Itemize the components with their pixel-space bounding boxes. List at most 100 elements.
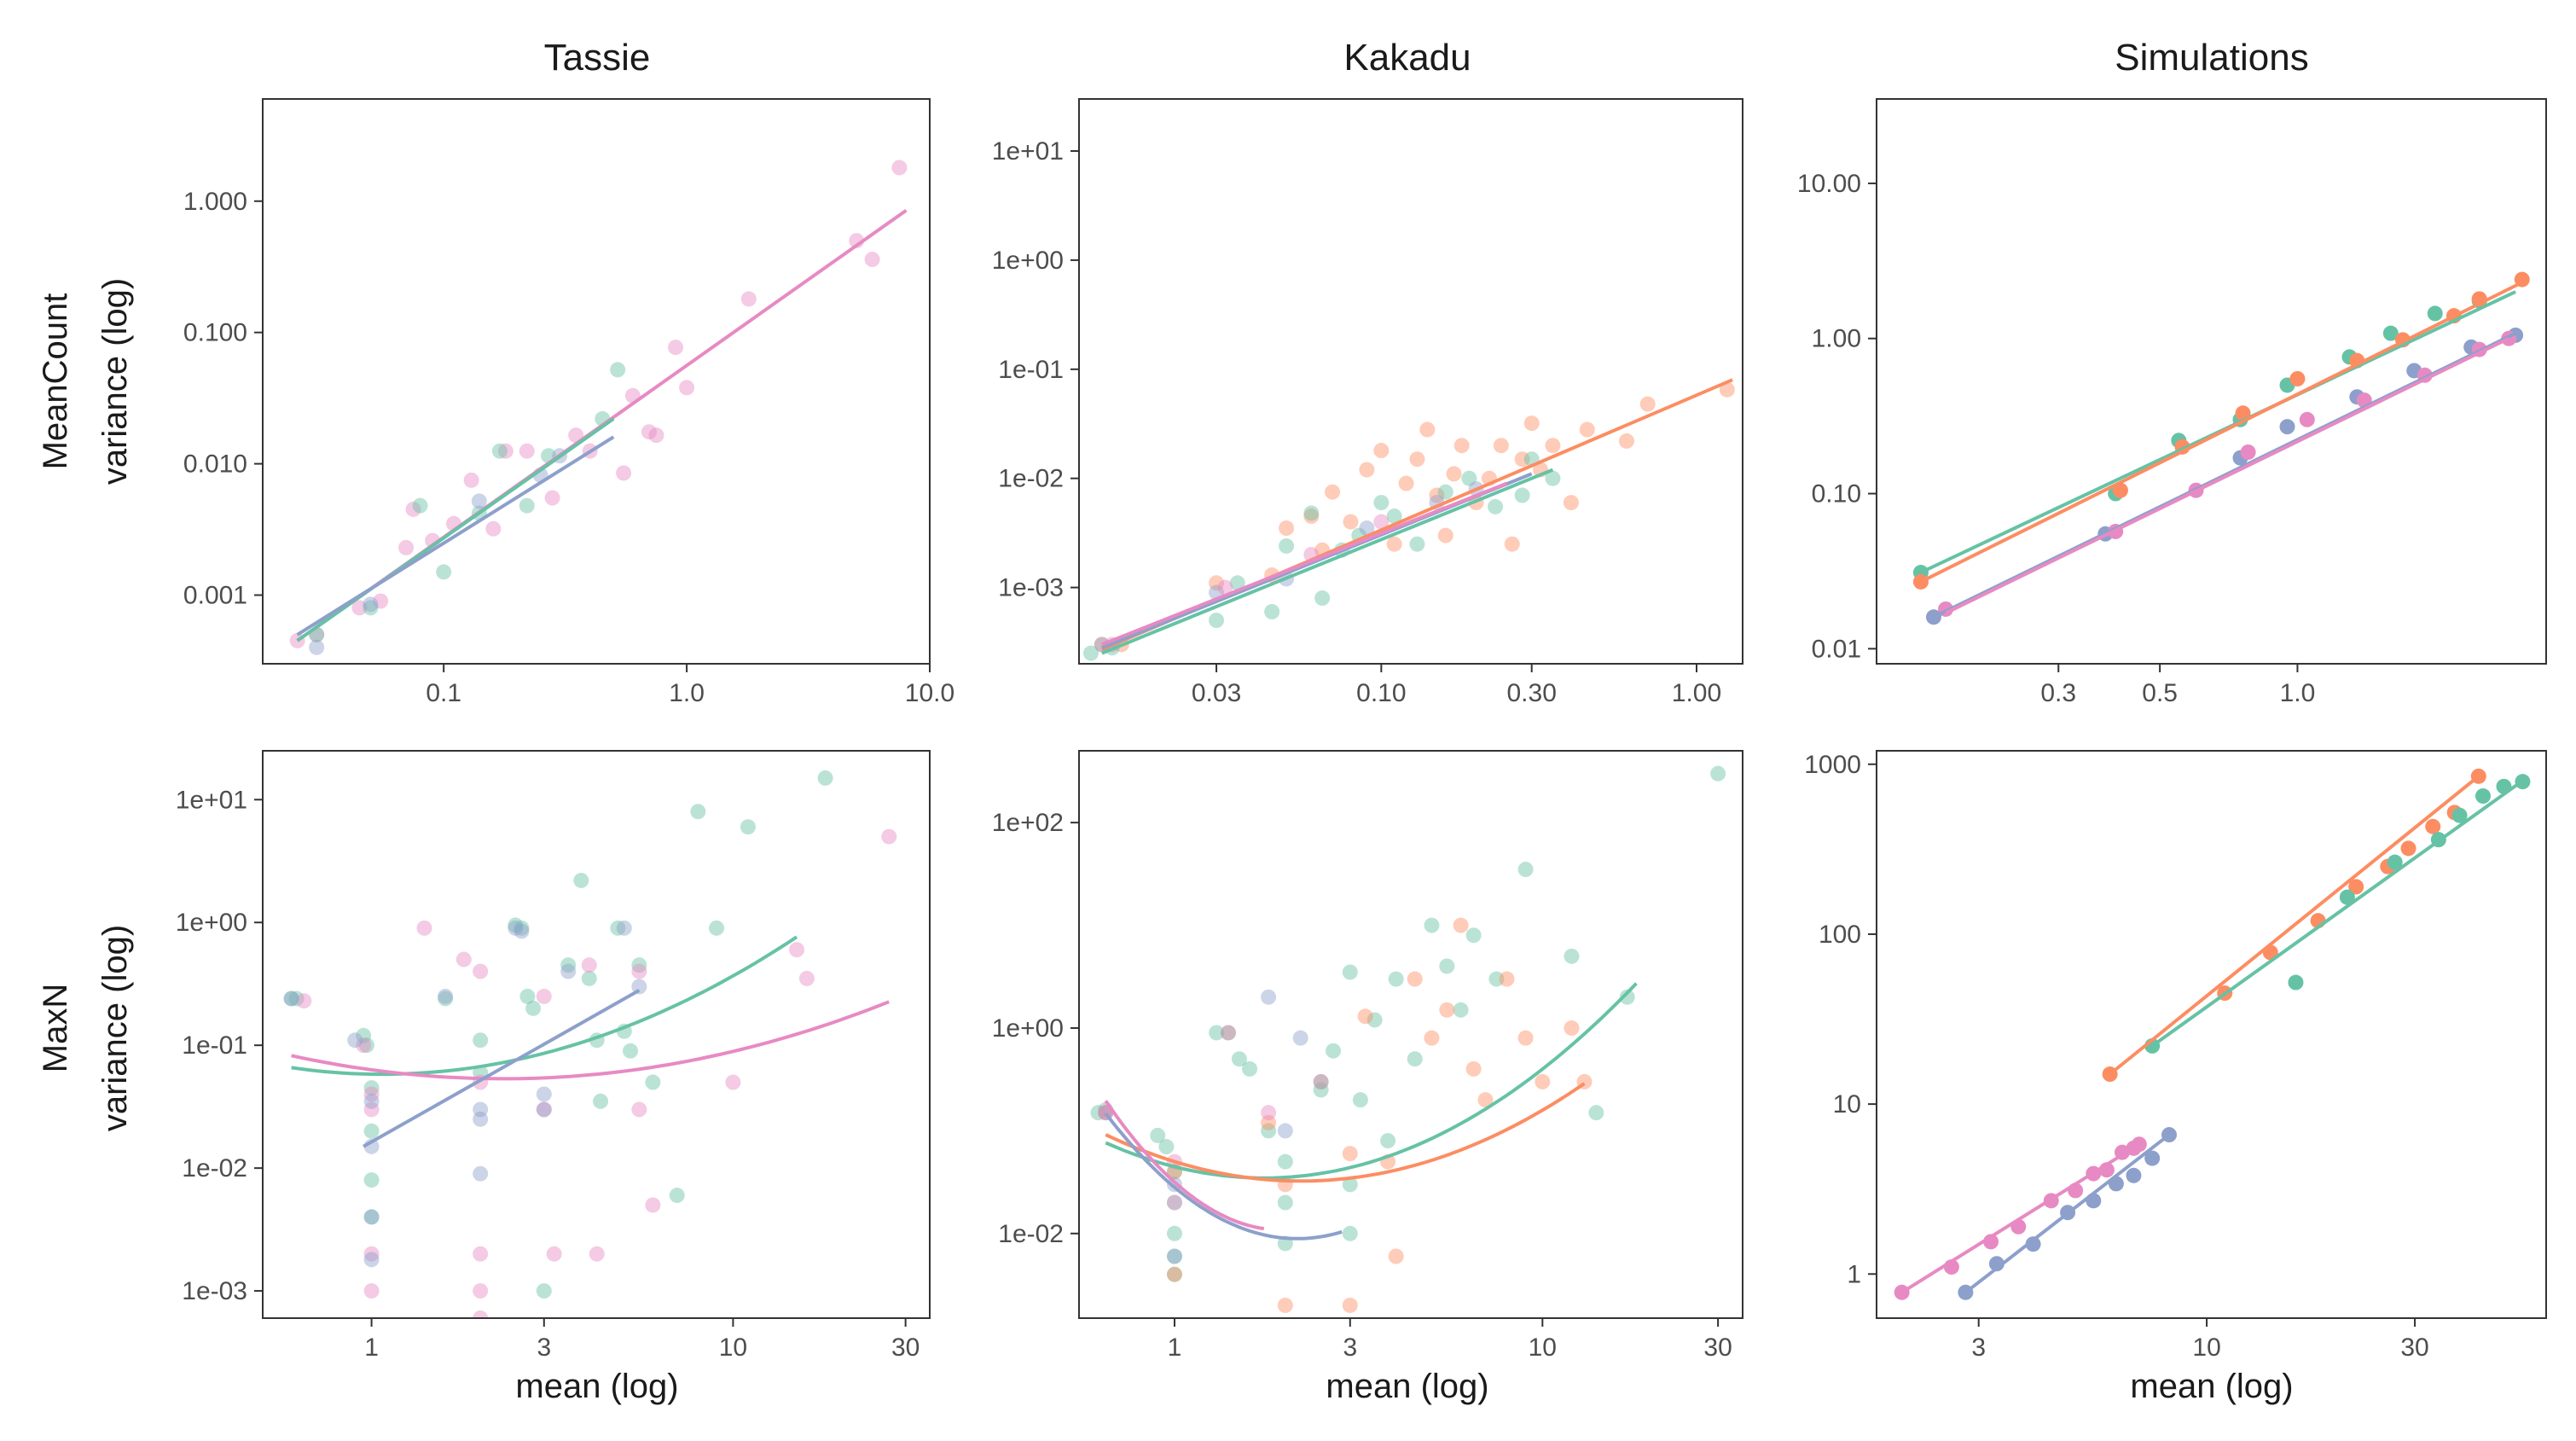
data-point xyxy=(2289,370,2306,386)
data-point xyxy=(525,1000,542,1016)
data-point xyxy=(817,770,833,786)
data-point xyxy=(631,1101,647,1118)
data-point xyxy=(519,443,535,459)
data-point xyxy=(1343,514,1359,530)
data-point xyxy=(1504,536,1520,552)
data-point xyxy=(1465,927,1482,944)
data-point xyxy=(1342,1297,1358,1313)
x-tick-label: 30 xyxy=(891,1334,920,1362)
y-tick-label: 1e+01 xyxy=(176,786,247,814)
data-point xyxy=(473,1246,489,1262)
data-point xyxy=(2451,807,2468,823)
y-tick-label: 1e+00 xyxy=(176,909,247,937)
column-strip-tassie: Tassie xyxy=(544,37,651,78)
data-point xyxy=(1386,536,1402,552)
y-tick-label: 10.00 xyxy=(1797,170,1861,198)
data-point xyxy=(1461,470,1477,486)
data-point xyxy=(1231,1051,1247,1067)
data-point xyxy=(709,920,725,936)
row-label-maxn: MaxN xyxy=(37,984,74,1072)
data-point xyxy=(363,1093,380,1109)
fit-line xyxy=(296,435,615,636)
data-point xyxy=(1342,1225,1358,1241)
panel-frame xyxy=(262,98,931,665)
data-point xyxy=(1619,989,1635,1005)
data-point xyxy=(1388,1248,1404,1264)
data-point xyxy=(2387,854,2403,870)
data-point xyxy=(740,291,757,307)
x-tick-label: 10 xyxy=(719,1334,747,1362)
data-point xyxy=(1407,971,1423,987)
data-point xyxy=(373,593,389,609)
data-point xyxy=(438,988,454,1004)
data-point xyxy=(1639,396,1656,412)
data-point xyxy=(1292,1030,1308,1046)
data-point xyxy=(1894,1284,1910,1300)
data-point xyxy=(1424,917,1440,933)
x-tick-label: 0.3 xyxy=(2040,679,2076,707)
y-tick-label: 1e-02 xyxy=(998,465,1064,493)
data-point xyxy=(616,920,632,936)
data-point xyxy=(363,600,379,616)
data-point xyxy=(1446,466,1462,482)
data-point xyxy=(2112,482,2128,498)
fit-line xyxy=(1964,1133,2171,1294)
data-point xyxy=(1517,1030,1534,1046)
fit-line xyxy=(1105,982,1638,1180)
fit-line xyxy=(363,989,641,1148)
data-point xyxy=(1514,451,1530,468)
data-point xyxy=(1166,1248,1182,1264)
data-point xyxy=(519,497,535,514)
panel-plot-area xyxy=(283,770,897,1318)
data-point xyxy=(789,942,805,958)
y-tick-label: 1.000 xyxy=(183,188,247,216)
data-point xyxy=(631,979,647,995)
data-point xyxy=(1166,1194,1182,1211)
y-tick-label: 1e+00 xyxy=(992,247,1064,275)
fit-line xyxy=(1945,336,2510,615)
x-tick-label: 1.00 xyxy=(1672,679,1721,707)
data-point xyxy=(1453,438,1470,454)
data-point xyxy=(491,443,508,459)
data-point xyxy=(2240,444,2256,460)
data-point xyxy=(513,923,530,939)
data-point xyxy=(1477,1092,1494,1108)
data-point xyxy=(288,991,305,1007)
data-point xyxy=(610,362,626,378)
data-point xyxy=(1719,381,1735,398)
data-point xyxy=(436,564,452,580)
x-tick-label: 3 xyxy=(537,1334,551,1362)
data-point xyxy=(416,920,432,936)
data-point xyxy=(669,1188,685,1204)
data-point xyxy=(560,963,577,979)
data-point xyxy=(519,988,536,1004)
data-point xyxy=(1166,1266,1182,1282)
y-tick-label: 1e-03 xyxy=(998,574,1064,602)
data-point xyxy=(1380,1133,1396,1149)
data-point xyxy=(358,1037,374,1054)
data-point xyxy=(1221,1025,1237,1041)
x-tick-label: 0.30 xyxy=(1507,679,1557,707)
data-point xyxy=(668,340,684,356)
data-point xyxy=(1279,520,1295,537)
data-point xyxy=(1242,1060,1258,1077)
data-point xyxy=(363,1086,380,1102)
data-point xyxy=(881,828,897,845)
x-tick-label: 3 xyxy=(1343,1334,1357,1362)
data-point xyxy=(1514,487,1530,503)
data-point xyxy=(485,520,502,537)
data-point xyxy=(283,991,299,1007)
y-tick-label: 1e+00 xyxy=(992,1014,1064,1043)
data-point xyxy=(1209,1025,1225,1041)
data-point xyxy=(1209,575,1225,591)
data-point xyxy=(1150,1127,1166,1143)
data-point xyxy=(631,957,647,973)
data-point xyxy=(631,963,647,979)
data-point xyxy=(1439,958,1455,974)
y-tick-label: 1e-01 xyxy=(998,356,1064,384)
data-point xyxy=(581,970,597,986)
data-point xyxy=(2427,305,2443,322)
data-point xyxy=(473,963,489,979)
data-point xyxy=(1313,1073,1329,1089)
data-point xyxy=(363,1209,380,1225)
